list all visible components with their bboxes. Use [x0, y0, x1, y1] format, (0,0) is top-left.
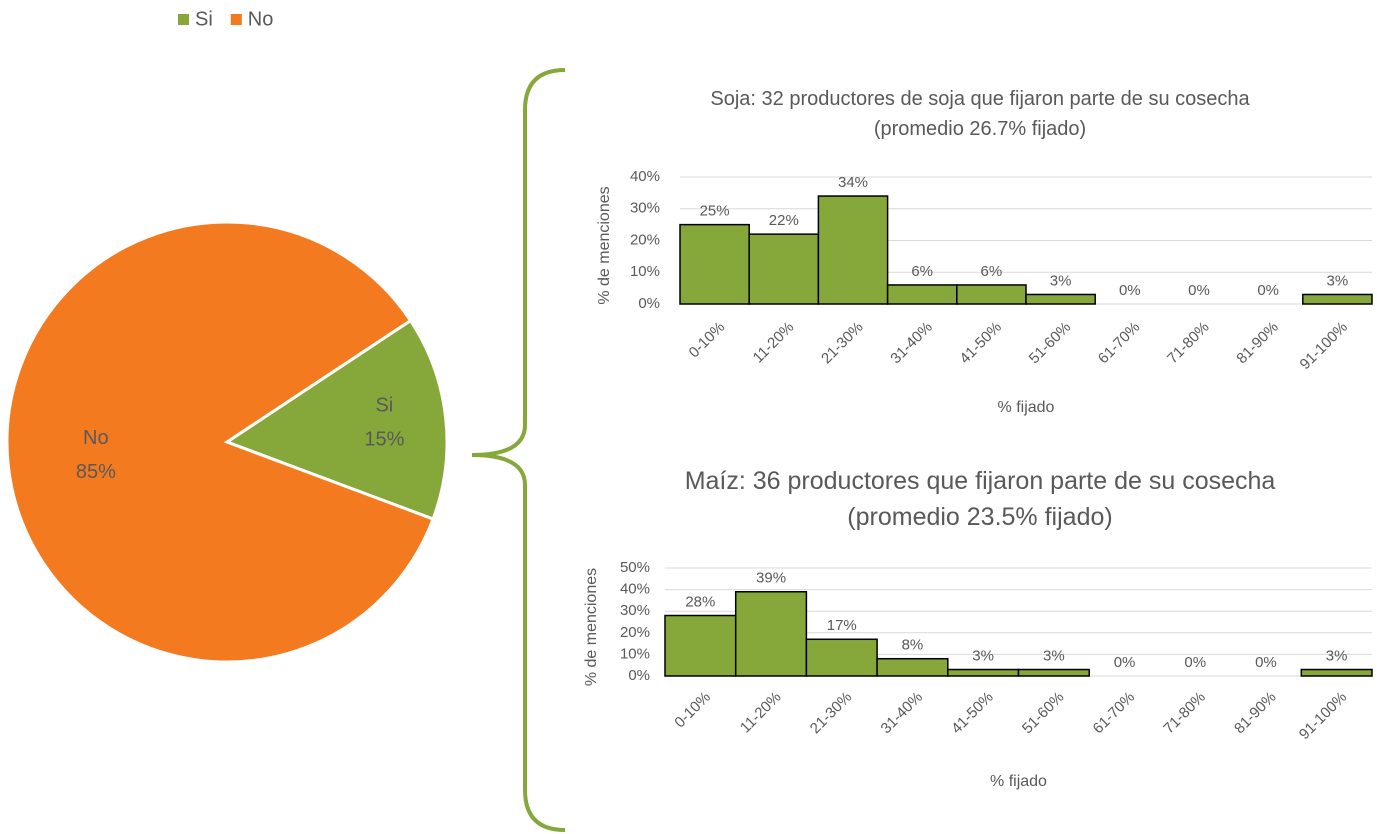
x-tick-label: 91-100%	[1296, 689, 1350, 743]
x-axis-title: % fijado	[998, 399, 1055, 416]
bar	[734, 591, 808, 677]
x-tick-label: 61-70%	[1095, 319, 1144, 368]
slice-value: 85%	[76, 461, 116, 483]
x-tick-label: 11-20%	[737, 689, 785, 737]
y-tick-label: 30%	[630, 200, 660, 217]
data-label: 0%	[1114, 654, 1136, 671]
data-label: 17%	[827, 617, 857, 634]
data-label: 28%	[685, 593, 715, 610]
data-label: 8%	[902, 637, 924, 654]
x-tick-label: 81-90%	[1231, 689, 1280, 738]
bar	[876, 657, 949, 677]
x-tick-label: 91-100%	[1297, 319, 1351, 373]
data-label: 22%	[769, 212, 799, 229]
legend-label: Si	[195, 8, 213, 30]
data-label: 0%	[1184, 654, 1206, 671]
data-label: 0%	[1257, 282, 1279, 299]
slice-label: No	[83, 427, 109, 449]
data-label: 0%	[1188, 282, 1210, 299]
bar	[1302, 293, 1373, 305]
y-tick-label: 50%	[620, 559, 650, 576]
x-tick-label: 41-50%	[956, 319, 1005, 368]
x-tick-label: 0-10%	[671, 689, 714, 732]
data-label: 6%	[981, 263, 1003, 280]
y-tick-label: 0%	[628, 667, 650, 684]
x-tick-label: 71-80%	[1160, 689, 1209, 738]
bar	[886, 284, 958, 305]
brace	[471, 68, 566, 832]
bar	[947, 668, 1020, 677]
y-tick-label: 40%	[630, 168, 660, 185]
bar	[1300, 668, 1373, 677]
bar	[679, 223, 750, 305]
bar	[817, 195, 889, 305]
legend-label: No	[248, 8, 274, 30]
x-tick-label: 21-30%	[818, 319, 867, 368]
x-tick-label: 51-60%	[1019, 689, 1068, 738]
x-tick-label: 21-30%	[807, 689, 856, 738]
x-tick-label: 31-40%	[878, 689, 927, 738]
bar	[956, 284, 1027, 305]
y-tick-label: 10%	[620, 645, 650, 662]
chart-title: Soja: 32 productores de soja que fijaron…	[710, 88, 1250, 140]
legend-swatch	[230, 14, 242, 25]
data-label: 0%	[1119, 282, 1141, 299]
data-label: 0%	[1255, 654, 1277, 671]
bar	[664, 614, 737, 677]
data-label: 3%	[1050, 272, 1072, 289]
x-axis-title: % fijado	[990, 773, 1047, 790]
chart-title: Maíz: 36 productores que fijaron parte d…	[684, 467, 1276, 532]
x-tick-label: 51-60%	[1026, 319, 1075, 368]
x-tick-label: 61-70%	[1090, 689, 1139, 738]
pie-slice	[5, 220, 436, 664]
data-label: 39%	[756, 570, 786, 587]
data-label: 3%	[1326, 647, 1348, 664]
x-tick-label: 71-80%	[1164, 319, 1213, 368]
data-label: 3%	[1327, 272, 1349, 289]
data-label: 25%	[700, 203, 730, 220]
data-label: 34%	[838, 174, 868, 191]
x-tick-label: 81-90%	[1233, 319, 1282, 368]
bar	[1017, 668, 1090, 677]
bar	[805, 638, 878, 677]
y-tick-label: 30%	[620, 602, 650, 619]
y-tick-label: 20%	[630, 231, 660, 248]
data-label: 6%	[911, 263, 933, 280]
x-tick-label: 11-20%	[750, 319, 798, 367]
y-axis-title: % de menciones	[583, 568, 600, 686]
slice-label: Si	[375, 394, 393, 416]
data-label: 3%	[972, 647, 994, 664]
bar	[1025, 293, 1096, 305]
y-tick-label: 10%	[630, 263, 660, 280]
data-label: 3%	[1043, 647, 1065, 664]
y-axis-title: % de menciones	[596, 186, 613, 304]
x-tick-label: 31-40%	[887, 319, 936, 368]
x-tick-label: 0-10%	[686, 319, 729, 362]
y-tick-label: 20%	[620, 624, 650, 641]
slice-value: 15%	[364, 428, 404, 450]
x-tick-label: 41-50%	[948, 689, 997, 738]
bar	[748, 233, 820, 305]
y-tick-label: 0%	[638, 295, 660, 312]
legend-swatch	[178, 14, 189, 25]
pie-slice	[223, 318, 449, 521]
y-tick-label: 40%	[620, 581, 650, 598]
